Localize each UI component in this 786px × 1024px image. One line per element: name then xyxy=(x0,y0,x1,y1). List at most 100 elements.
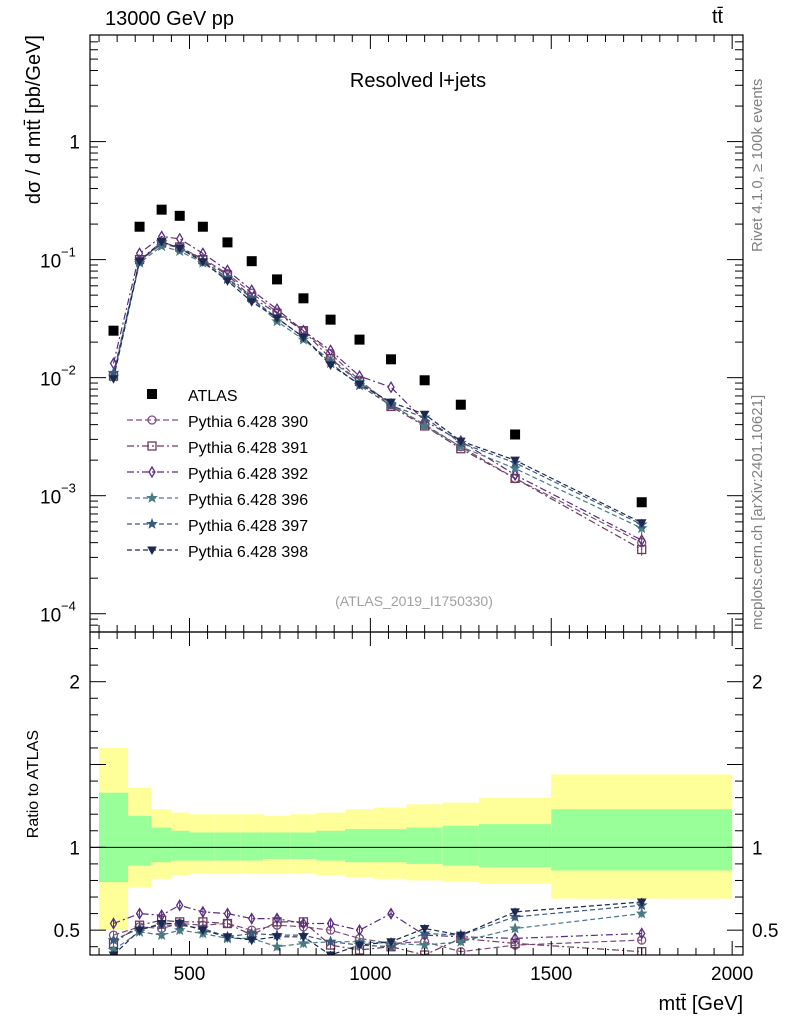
main-marker-p398 xyxy=(174,244,185,254)
ratio-marker-p397 xyxy=(245,927,258,939)
chart-title: Resolved l+jets xyxy=(350,70,486,92)
header-final-state-label: tt̄ xyxy=(712,6,724,28)
series-lines xyxy=(112,235,642,955)
ratio-tick-label-right: 1 xyxy=(752,838,763,859)
legend-marker-p397 xyxy=(146,517,158,529)
ratio-marker-p398 xyxy=(354,941,365,951)
y-axis-label: dσ / d mtt̄ [pb/GeV] xyxy=(23,35,45,204)
ratio-marker-p398 xyxy=(386,938,396,947)
ratio-tick-label-right: 2 xyxy=(752,673,763,694)
data-point xyxy=(272,274,283,285)
main-marker-p398 xyxy=(298,333,309,343)
legend-label-p397: Pythia 6.428 397 xyxy=(188,518,308,535)
ratio-marker-p397 xyxy=(107,933,120,946)
y-tick-exponent: −2 xyxy=(61,363,76,378)
y-tick-mantissa: 10 xyxy=(40,252,61,273)
ratio-line-p396 xyxy=(113,913,642,951)
legend: ATLAS Pythia 6.428 390 Pythia 6.428 391 Pyt… xyxy=(127,388,308,561)
uncertainty-band-inner xyxy=(151,827,172,863)
legend-label-data: ATLAS xyxy=(188,388,238,405)
uncertainty-band-inner xyxy=(99,792,128,883)
legend-marker-p391 xyxy=(147,441,157,451)
ratio-marker-p392 xyxy=(299,917,308,930)
ratio-marker-p396 xyxy=(455,935,467,947)
ratio-axes-frame xyxy=(89,631,744,956)
data-point xyxy=(246,256,257,267)
data-point xyxy=(354,334,365,345)
ratio-marker-p398 xyxy=(419,924,430,934)
data-point xyxy=(298,293,309,304)
data-point xyxy=(197,221,208,232)
x-tick-label: 1000 xyxy=(349,964,391,985)
data-point xyxy=(636,497,647,508)
main-marker-p398 xyxy=(108,375,119,384)
ratio-tick-label-left: 0.5 xyxy=(54,921,80,942)
ratio-marker-p396 xyxy=(155,928,168,941)
ratio-marker-p398 xyxy=(455,931,466,941)
axes-frame xyxy=(89,34,744,956)
ratio-line-p392 xyxy=(113,904,642,940)
main-line-p398 xyxy=(112,240,642,524)
uncertainty-band-inner xyxy=(442,825,479,866)
main-marker-p397 xyxy=(107,366,120,378)
ratio-line-p391 xyxy=(113,919,642,955)
main-marker-p398 xyxy=(510,456,520,466)
main-marker-p391 xyxy=(510,473,520,484)
header-process-label: 13000 GeV pp xyxy=(105,8,234,30)
uncertainty-band-inner xyxy=(214,832,241,861)
ratio-marker-p398 xyxy=(134,926,145,936)
ratio-marker-p396 xyxy=(297,937,310,949)
main-marker-p398 xyxy=(455,437,466,447)
y-tick-exponent: −1 xyxy=(61,245,76,260)
ratio-panel xyxy=(90,747,743,931)
ratio-marker-p398 xyxy=(222,933,233,942)
data-point xyxy=(455,399,466,410)
ratio-marker-p398 xyxy=(246,936,257,946)
y-tick-label: 10 −1 xyxy=(40,245,76,273)
main-marker-p398 xyxy=(325,361,336,371)
x-tick-label: 1500 xyxy=(530,964,572,985)
y-tick-exponent: −3 xyxy=(61,481,76,496)
uncertainty-band-inner xyxy=(127,815,152,866)
ratio-marker-p396 xyxy=(271,940,283,952)
data-point xyxy=(325,314,336,325)
legend-label-p390: Pythia 6.428 390 xyxy=(188,414,308,431)
ratio-marker-p392 xyxy=(109,917,118,930)
main-marker-p398 xyxy=(198,258,208,267)
data-point xyxy=(222,237,233,248)
main-marker-p396 xyxy=(418,419,431,431)
main-marker-p396 xyxy=(635,522,648,534)
ratio-marker-p392 xyxy=(511,932,519,945)
ratio-marker-p392 xyxy=(247,912,256,925)
ratio-series-lines xyxy=(113,901,642,955)
main-marker-p396 xyxy=(455,440,467,452)
ratio-series-markers xyxy=(107,897,648,955)
ratio-marker-p392 xyxy=(223,907,232,920)
ratio-line-p390 xyxy=(113,922,642,953)
x-axis-label: mtt̄ [GeV] xyxy=(659,993,743,1015)
ratio-marker-p397 xyxy=(324,935,337,947)
ratio-marker-p398 xyxy=(325,951,336,955)
ratio-marker-p392 xyxy=(387,907,395,920)
axis-ticks xyxy=(90,34,743,955)
data-point xyxy=(108,325,119,336)
uncertainty-band-inner xyxy=(290,832,317,859)
uncertainty-band-inner xyxy=(406,827,443,864)
legend-label-p398: Pythia 6.428 398 xyxy=(188,544,308,561)
legend-marker-p398 xyxy=(147,546,157,556)
ratio-marker-p392 xyxy=(326,917,335,930)
ratio-marker-p396 xyxy=(509,922,521,934)
uncertainty-band-inner xyxy=(345,829,374,863)
main-marker-p398 xyxy=(222,277,233,286)
ratio-marker-p398 xyxy=(198,926,208,936)
ratio-line-p397 xyxy=(113,904,642,948)
main-marker-p392 xyxy=(387,380,395,394)
main-marker-p398 xyxy=(419,410,430,420)
ratio-tick-label-left: 2 xyxy=(69,673,80,694)
legend-label-p391: Pythia 6.428 391 xyxy=(188,440,308,457)
ratio-marker-p392 xyxy=(355,923,364,937)
uncertainty-band-inner xyxy=(373,829,407,863)
ratio-marker-p392 xyxy=(175,899,184,912)
ratio-marker-p398 xyxy=(636,898,647,908)
